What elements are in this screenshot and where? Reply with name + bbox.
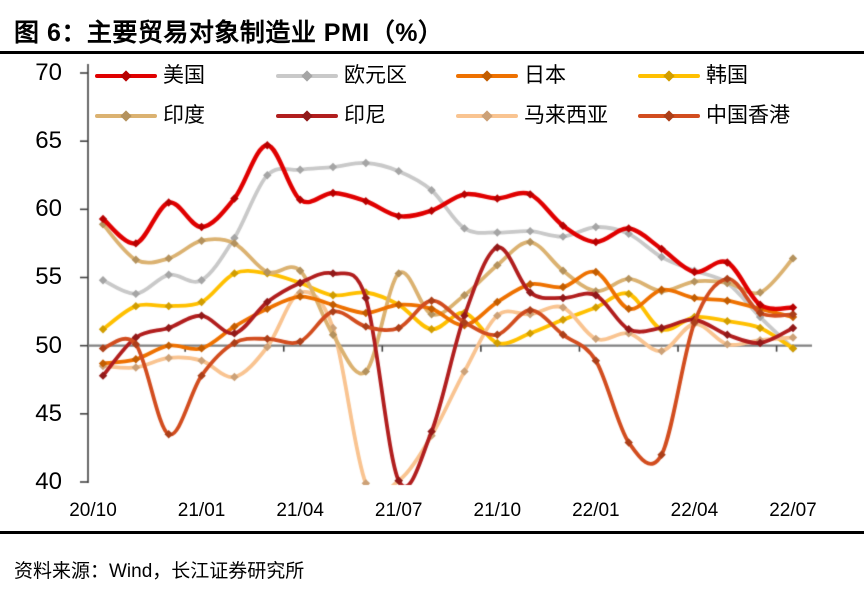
legend-label: 韩国 [706, 63, 748, 87]
x-axis-tick-label: 22/04 [670, 500, 719, 521]
x-axis-tick-label: 21/07 [374, 500, 423, 521]
diamond-marker-icon [481, 109, 493, 122]
diamond-marker-icon [301, 109, 313, 122]
y-axis-tick-label: 40 [35, 467, 62, 495]
legend-item: 欧元区 [276, 62, 407, 88]
diamond-marker-icon [301, 69, 313, 82]
y-axis-tick-label: 65 [35, 127, 62, 155]
legend-item: 美国 [95, 62, 205, 88]
x-axis-tick-label: 21/01 [177, 500, 226, 521]
legend-line-swatch-icon [456, 62, 518, 88]
legend-label: 日本 [524, 63, 566, 87]
legend-label: 美国 [163, 63, 205, 87]
source-note: 资料来源：Wind，长江证券研究所 [14, 561, 305, 582]
legend-line-swatch-icon [276, 62, 338, 88]
y-axis-tick-label: 45 [35, 399, 62, 427]
x-axis-tick-label: 22/07 [769, 500, 817, 521]
legend-line-swatch-icon [95, 62, 157, 88]
y-axis-tick-label: 50 [35, 331, 62, 359]
legend-item: 中国香港 [638, 102, 790, 128]
legend-item: 印度 [95, 102, 205, 128]
legend-item: 印尼 [276, 102, 386, 128]
legend-item: 韩国 [638, 62, 748, 88]
legend-line-swatch-icon [95, 102, 157, 128]
y-axis-tick-label: 70 [35, 59, 62, 86]
legend-line-swatch-icon [456, 102, 518, 128]
legend-line-swatch-icon [638, 62, 700, 88]
diamond-marker-icon [663, 109, 675, 122]
x-axis-tick-label: 20/10 [69, 500, 117, 521]
diamond-marker-icon [120, 69, 132, 82]
x-axis-tick-label: 22/01 [572, 500, 620, 521]
legend-label: 马来西亚 [524, 103, 608, 127]
legend-label: 印尼 [344, 103, 386, 127]
footer-rule [0, 531, 864, 534]
legend-label: 欧元区 [344, 63, 407, 87]
x-axis-tick-label: 21/04 [276, 500, 324, 521]
legend-line-swatch-icon [276, 102, 338, 128]
legend-item: 日本 [456, 62, 566, 88]
diamond-marker-icon [481, 69, 493, 82]
y-axis-tick-label: 55 [35, 263, 62, 291]
legend-item: 马来西亚 [456, 102, 608, 128]
legend-label: 中国香港 [706, 103, 790, 127]
x-axis-tick-label: 21/10 [473, 500, 522, 521]
y-axis-tick-label: 60 [35, 195, 62, 223]
diamond-marker-icon [120, 109, 132, 122]
legend-label: 印度 [163, 103, 205, 127]
legend-line-swatch-icon [638, 102, 700, 128]
diamond-marker-icon [663, 69, 675, 82]
